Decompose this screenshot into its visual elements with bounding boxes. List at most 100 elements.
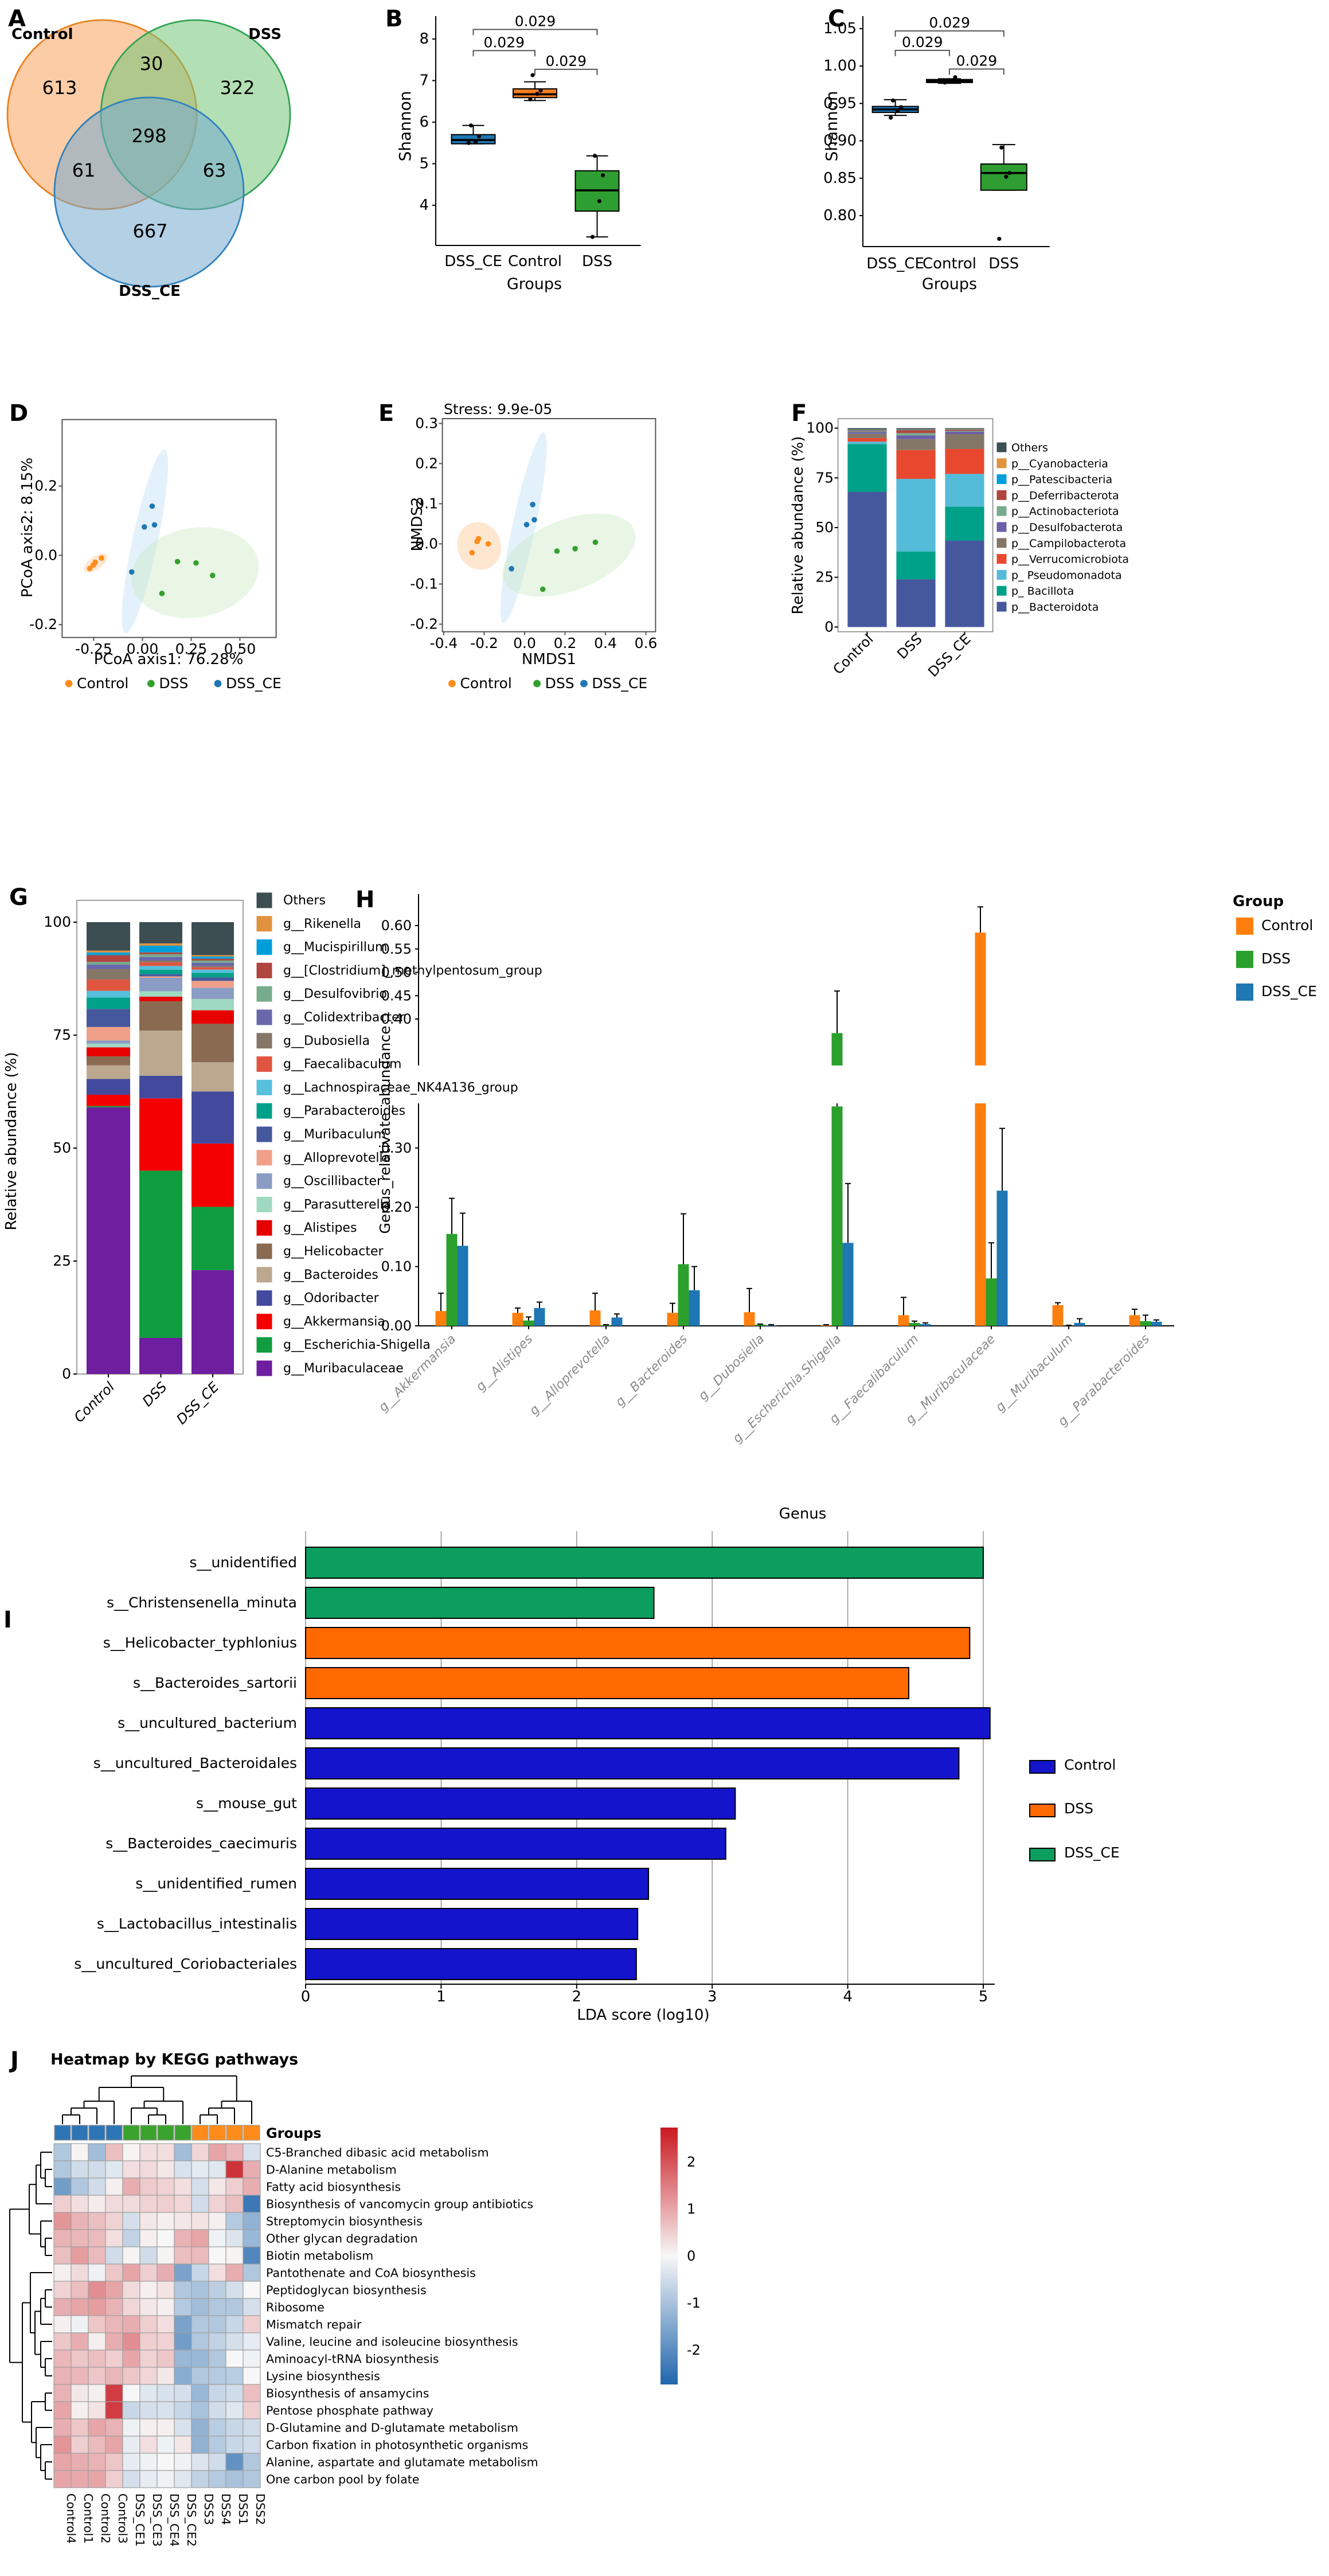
svg-text:DSS_CE: DSS_CE [119,283,181,300]
svg-text:1: 1 [687,2201,695,2217]
svg-text:0.029: 0.029 [902,34,943,50]
svg-text:Others: Others [1011,442,1048,454]
svg-text:DSS: DSS [894,631,925,662]
svg-text:p__Cyanobacteria: p__Cyanobacteria [1011,458,1108,470]
svg-text:Biosynthesis of vancomycin gro: Biosynthesis of vancomycin group antibio… [266,2197,533,2211]
svg-text:DSS_CE: DSS_CE [866,255,924,272]
svg-text:C5-Branched dibasic acid metab: C5-Branched dibasic acid metabolism [266,2145,489,2159]
svg-text:g__Dubosiella: g__Dubosiella [283,1034,370,1048]
heatmap-title: Heatmap by KEGG pathways [50,2051,299,2069]
svg-text:0.40: 0.40 [381,1011,412,1027]
svg-text:0: 0 [62,1365,71,1382]
svg-text:D-Alanine metabolism: D-Alanine metabolism [266,2163,397,2176]
panel-h-label: H [355,885,375,913]
svg-text:Stress: 9.9e-05: Stress: 9.9e-05 [444,401,552,417]
svg-text:Control1: Control1 [81,2493,95,2544]
svg-text:g__Desulfovibrio: g__Desulfovibrio [283,987,387,1001]
svg-text:p__Patescibacteria: p__Patescibacteria [1011,474,1112,486]
svg-text:DSS_CE: DSS_CE [925,631,974,680]
svg-text:DSS_CE: DSS_CE [173,1379,222,1427]
svg-text:g__Rikenella: g__Rikenella [283,917,361,931]
svg-text:2: 2 [687,2154,695,2170]
svg-text:Group: Group [1233,893,1284,910]
svg-text:g__Alloprevotella: g__Alloprevotella [527,1332,613,1418]
svg-text:NMDS2: NMDS2 [409,497,426,552]
svg-text:DSS3: DSS3 [202,2493,216,2525]
svg-text:g__Oscillibacter: g__Oscillibacter [283,1174,382,1189]
svg-text:s__unidentified_rumen: s__unidentified_rumen [135,1875,297,1892]
svg-text:DSS_CE: DSS_CE [1261,983,1317,1000]
svg-text:s__uncultured_bacterium: s__uncultured_bacterium [118,1715,297,1731]
svg-text:DSS_CE: DSS_CE [444,253,502,270]
svg-text:p_ Bacillota: p_ Bacillota [1011,585,1074,598]
svg-text:0.55: 0.55 [381,941,412,957]
boxplot-b: 8 7 6 5 4 DSS_CE Control DSS 0.029 0.029 0.029 Grou… [396,13,641,293]
svg-text:PCoA axis1: 76.28%: PCoA axis1: 76.28% [94,651,244,668]
svg-text:s__Bacteroides_caecimuris: s__Bacteroides_caecimuris [105,1835,297,1852]
svg-text:Shannon: Shannon [822,91,841,161]
svg-text:Groups: Groups [266,2125,322,2141]
panel-b-label: B [385,5,403,32]
svg-text:Control4: Control4 [64,2493,78,2544]
svg-text:100: 100 [806,420,834,436]
svg-text:0.10: 0.10 [381,1259,412,1275]
svg-text:LDA score (log10): LDA score (log10) [577,2007,709,2024]
svg-text:Control: Control [77,675,128,692]
svg-text:D-Glutamine and D-glutamate me: D-Glutamine and D-glutamate metabolism [266,2421,518,2434]
scatter-d: -0.25 0.00 0.25 0.50 0.2 0.0 -0.2 PCoA axis1: 7… [19,419,282,692]
svg-text:0.029: 0.029 [956,52,998,69]
svg-text:g__Muribaculaceae: g__Muribaculaceae [283,1361,404,1376]
svg-text:4: 4 [843,1988,853,2005]
svg-text:0.6: 0.6 [635,635,658,651]
svg-text:0.0: 0.0 [34,547,57,563]
svg-text:1.00: 1.00 [823,57,857,75]
svg-text:DSS_CE3: DSS_CE3 [150,2493,164,2547]
svg-text:DSS: DSS [1261,950,1291,967]
svg-text:g__Mucispirillum: g__Mucispirillum [283,940,387,955]
svg-text:Biotin metabolism: Biotin metabolism [266,2249,373,2262]
svg-text:g__Akkermansia: g__Akkermansia [283,1314,385,1329]
svg-text:61: 61 [72,159,96,181]
svg-text:0.25: 0.25 [175,641,208,657]
svg-text:0: 0 [824,618,834,635]
svg-text:Other glycan degradation: Other glycan degradation [266,2231,418,2245]
svg-text:0.80: 0.80 [823,207,857,224]
svg-text:0.0: 0.0 [513,635,536,651]
svg-text:g__Lachnospiraceae_NK4A136_gro: g__Lachnospiraceae_NK4A136_group [283,1080,518,1095]
svg-text:p__Desulfobacterota: p__Desulfobacterota [1011,521,1123,534]
svg-text:g__Muribaculaceae: g__Muribaculaceae [903,1332,998,1427]
svg-text:-0.2: -0.2 [29,616,57,633]
svg-text:DSS1: DSS1 [236,2493,250,2525]
svg-text:s__unidentified: s__unidentified [190,1554,298,1571]
svg-text:0.3: 0.3 [415,415,438,431]
hbar-i: 0 1 2 3 4 5 s__unidentified s__Christensenella_… [74,1531,1120,2024]
svg-text:0.029: 0.029 [483,34,525,50]
svg-text:1.05: 1.05 [823,20,857,37]
svg-text:75: 75 [53,1027,71,1043]
panel-i-label: I [3,1606,12,1633]
svg-text:g__Parabacteroides: g__Parabacteroides [283,1104,405,1118]
svg-text:NMDS1: NMDS1 [522,651,576,668]
svg-text:Carbon fixation in photosynthe: Carbon fixation in photosynthetic organi… [266,2438,528,2452]
svg-text:-0.2: -0.2 [410,615,438,632]
svg-text:Control: Control [1261,917,1313,934]
svg-text:0.2: 0.2 [34,478,57,494]
svg-text:Lysine biosynthesis: Lysine biosynthesis [266,2369,380,2383]
svg-text:Control3: Control3 [116,2493,130,2544]
svg-text:s__Bacteroides_sartorii: s__Bacteroides_sartorii [133,1675,297,1691]
svg-text:Ribosome: Ribosome [266,2300,325,2314]
svg-text:50: 50 [53,1139,71,1156]
svg-text:DSS_CE1: DSS_CE1 [132,2493,147,2547]
svg-text:s__Christensenella_minuta: s__Christensenella_minuta [107,1594,297,1611]
svg-text:Control: Control [11,26,73,43]
panel-c-label: C [828,5,845,32]
scatter-e: -0.4 -0.2 0.0 0.2 0.4 0.6 0.3 0.2 0.1 0.0 -0.1 -0.2… [409,401,657,692]
panel-f-label: F [791,399,807,427]
svg-text:Genus_relativate_abundance: Genus_relativate_abundance [377,1026,393,1234]
svg-text:g__Helicobacter: g__Helicobacter [283,1244,384,1259]
svg-text:Control: Control [830,631,877,677]
svg-text:g__Muribaculum: g__Muribaculum [283,1127,386,1142]
svg-text:p__Bacteroidota: p__Bacteroidota [1011,601,1099,614]
svg-text:100: 100 [44,914,71,930]
